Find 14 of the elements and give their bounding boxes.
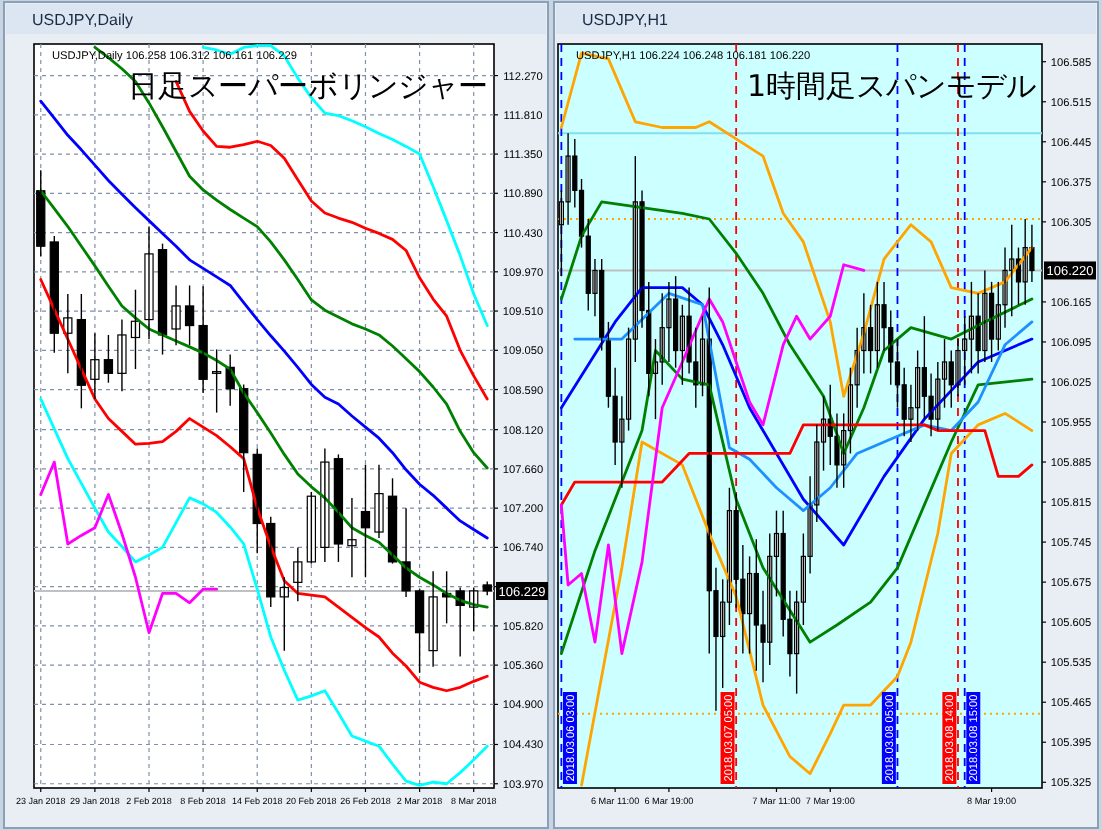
- line-series: [39, 397, 489, 787]
- line-series: [559, 263, 866, 656]
- line-series: [559, 51, 1034, 398]
- chart-title: USDJPY,Daily: [32, 11, 134, 29]
- line-series: [559, 349, 1034, 656]
- line-series: [39, 278, 489, 693]
- line-series: [39, 189, 489, 609]
- chart-title: USDJPY,H1: [582, 11, 670, 29]
- annotation: 1時間足スパンモデル: [746, 68, 1036, 104]
- line-series: [39, 99, 489, 540]
- line-series: [573, 291, 1034, 513]
- candlestick: [279, 576, 289, 652]
- line-series: [39, 460, 219, 635]
- candlestick: [211, 348, 222, 414]
